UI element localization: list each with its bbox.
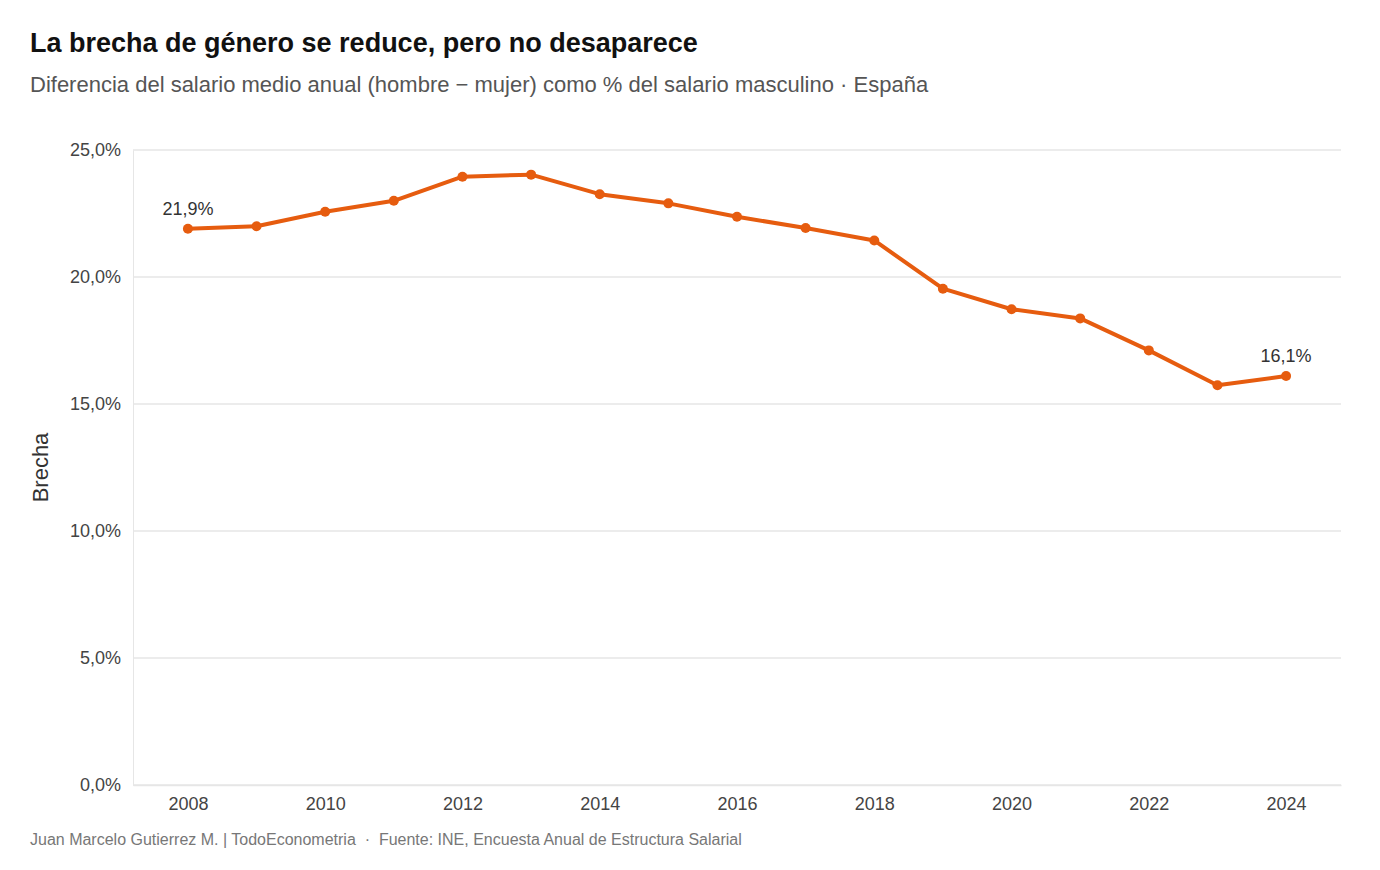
y-tick-label: 5,0% (80, 648, 121, 668)
x-tick-label: 2024 (1267, 794, 1307, 814)
point (526, 170, 536, 180)
point (1212, 380, 1222, 390)
subtitle: Diferencia del salario medio anual (homb… (30, 72, 929, 97)
grid-line (133, 657, 1341, 659)
x-tick-label: 2016 (717, 794, 757, 814)
grid-line (133, 530, 1341, 532)
y-axis-title: Brecha (28, 432, 53, 502)
point (1144, 345, 1154, 355)
data-labels: 21,9% 16,1% (162, 199, 1311, 366)
x-tick: 2016 (717, 785, 757, 814)
x-tick: 2012 (443, 785, 483, 814)
point (938, 284, 948, 294)
line (188, 175, 1286, 386)
series (183, 170, 1291, 391)
point (595, 189, 605, 199)
point (1007, 304, 1017, 314)
x-tick-label: 2022 (1129, 794, 1169, 814)
y-tick: 20,0% (70, 267, 133, 287)
y-axis: 0,0% 5,0% 10,0% 15,0% 20,0% 25,0% (70, 140, 134, 795)
x-tick: 2018 (855, 785, 895, 814)
point (732, 212, 742, 222)
x-tick-label: 2012 (443, 794, 483, 814)
grid-line (133, 149, 1341, 151)
x-tick: 2024 (1267, 785, 1307, 814)
x-tick-label: 2010 (306, 794, 346, 814)
x-tick: 2014 (580, 785, 620, 814)
x-tick: 2008 (168, 785, 208, 814)
y-tick-label: 10,0% (70, 521, 121, 541)
x-tick-label: 2014 (580, 794, 620, 814)
x-tick-label: 2020 (992, 794, 1032, 814)
point (457, 172, 467, 182)
y-tick-label: 25,0% (70, 140, 121, 160)
x-tick-label: 2008 (168, 794, 208, 814)
y-tick-label: 0,0% (80, 775, 121, 795)
point (869, 235, 879, 245)
y-axis-line (133, 151, 134, 786)
point (663, 198, 673, 208)
y-tick-label: 15,0% (70, 394, 121, 414)
data-label: 16,1% (1261, 346, 1312, 366)
point (389, 196, 399, 206)
x-axis: 2008 2010 2012 2014 2016 2018 2020 2022 2024 (134, 785, 1342, 814)
grid (133, 150, 1341, 785)
plot: 0,0% 5,0% 10,0% 15,0% 20,0% 25,0% 2008 2010 2012… (70, 140, 1342, 814)
x-tick: 2020 (992, 785, 1032, 814)
x-tick: 2010 (306, 785, 346, 814)
grid-line (133, 784, 1341, 786)
y-tick: 10,0% (70, 521, 133, 541)
caption: Juan Marcelo Gutierrez M. | TodoEconomet… (30, 831, 742, 848)
y-tick: 5,0% (80, 648, 133, 668)
y-tick: 0,0% (80, 775, 133, 795)
point (1281, 371, 1291, 381)
x-tick: 2022 (1129, 785, 1169, 814)
y-tick-label: 20,0% (70, 267, 121, 287)
grid-line (133, 276, 1341, 278)
title: La brecha de género se reduce, pero no d… (30, 28, 698, 58)
data-label: 21,9% (162, 199, 213, 219)
chart: La brecha de género se reduce, pero no d… (0, 0, 1380, 870)
point (252, 221, 262, 231)
point (183, 224, 193, 234)
y-tick: 15,0% (70, 394, 133, 414)
point (801, 223, 811, 233)
point (1075, 313, 1085, 323)
y-tick: 25,0% (70, 140, 133, 160)
x-axis-line (134, 785, 1342, 787)
x-tick-label: 2018 (855, 794, 895, 814)
grid-line (133, 403, 1341, 405)
point (320, 207, 330, 217)
